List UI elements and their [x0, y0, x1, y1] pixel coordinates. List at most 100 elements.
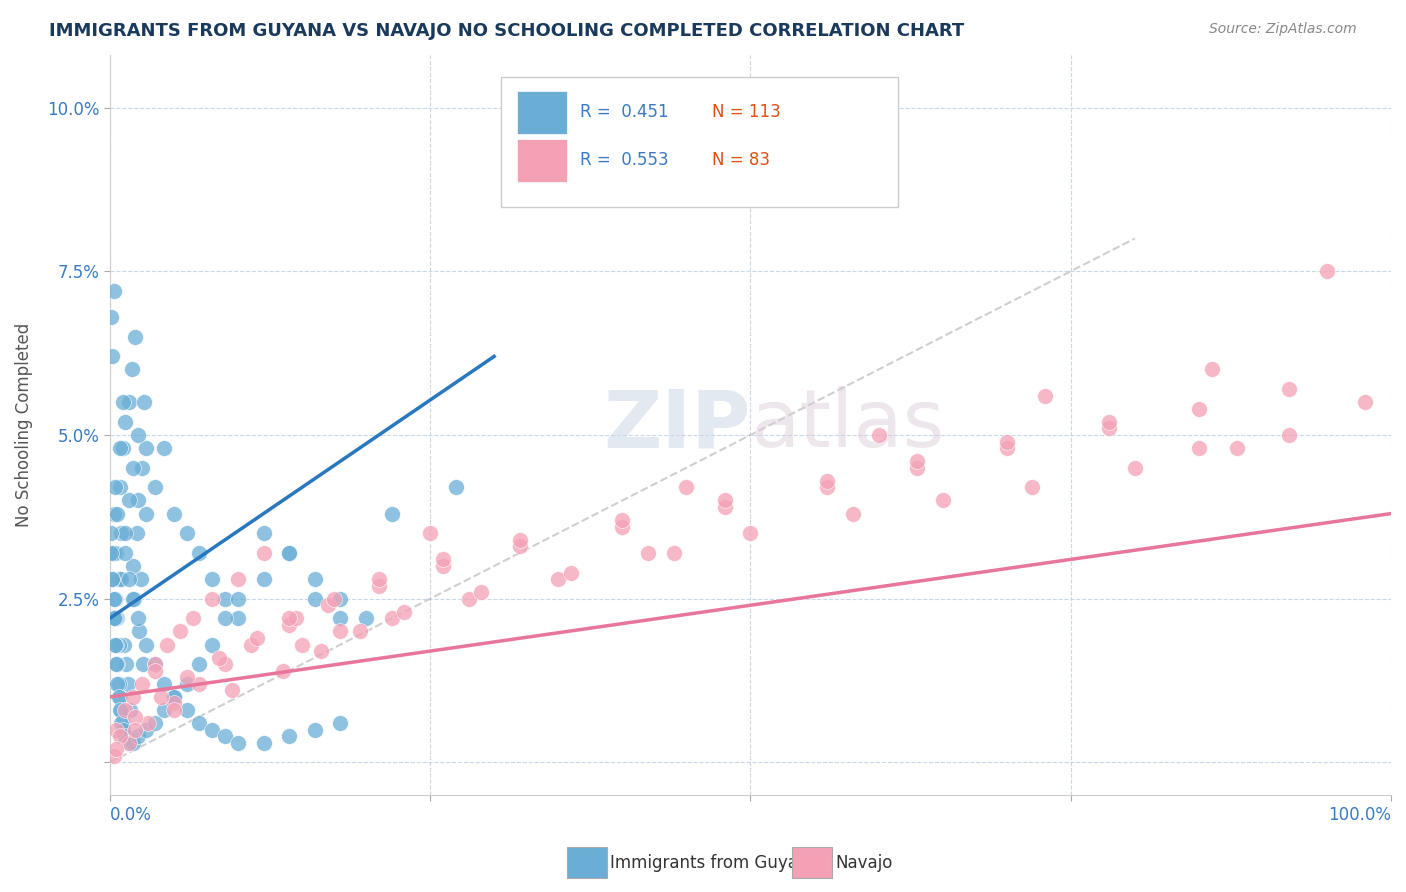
Point: [122, 591, 145, 606]
Point: [131, 460, 153, 475]
Point: [114, 546, 136, 560]
Point: [114, 703, 136, 717]
Point: [713, 500, 735, 514]
Point: [815, 474, 838, 488]
Point: [127, 729, 149, 743]
Point: [208, 650, 231, 665]
Point: [239, 638, 262, 652]
Point: [188, 546, 211, 560]
Point: [100, 546, 122, 560]
Point: [124, 723, 146, 737]
Point: [188, 716, 211, 731]
Point: [278, 546, 301, 560]
Point: [214, 591, 236, 606]
Point: [278, 729, 301, 743]
Point: [931, 493, 953, 508]
Point: [103, 284, 125, 298]
Point: [226, 736, 249, 750]
Point: [107, 677, 129, 691]
Point: [252, 526, 274, 541]
Point: [394, 605, 416, 619]
Point: [367, 579, 389, 593]
Point: [111, 441, 134, 455]
Text: Source: ZipAtlas.com: Source: ZipAtlas.com: [1209, 22, 1357, 37]
Point: [163, 507, 186, 521]
Point: [169, 624, 191, 639]
Point: [104, 591, 127, 606]
Point: [111, 723, 134, 737]
Point: [214, 611, 236, 625]
Text: N = 113: N = 113: [711, 103, 780, 121]
Point: [103, 611, 125, 625]
Text: Immigrants from Guyana: Immigrants from Guyana: [610, 854, 818, 871]
Point: [114, 526, 136, 541]
Point: [143, 657, 166, 672]
Text: R =  0.451: R = 0.451: [581, 103, 669, 121]
Point: [152, 703, 174, 717]
Point: [104, 480, 127, 494]
Point: [111, 395, 134, 409]
Point: [176, 670, 198, 684]
Point: [104, 611, 127, 625]
Point: [118, 395, 141, 409]
Point: [560, 566, 582, 580]
Point: [1188, 401, 1211, 416]
Point: [132, 657, 155, 672]
Point: [1033, 389, 1056, 403]
Point: [176, 526, 198, 541]
Point: [291, 638, 314, 652]
Point: [457, 591, 479, 606]
Point: [367, 572, 389, 586]
Point: [201, 638, 224, 652]
Point: [201, 591, 224, 606]
Point: [135, 507, 157, 521]
Point: [127, 428, 149, 442]
Point: [612, 519, 634, 533]
Point: [125, 526, 148, 541]
Point: [108, 480, 131, 494]
Point: [118, 736, 141, 750]
Point: [246, 631, 269, 645]
Point: [110, 703, 132, 717]
Point: [110, 716, 132, 731]
Point: [444, 480, 467, 494]
Point: [110, 526, 132, 541]
Point: [226, 611, 249, 625]
Point: [122, 460, 145, 475]
Point: [323, 591, 346, 606]
Point: [134, 395, 156, 409]
Point: [108, 690, 131, 704]
Point: [103, 591, 125, 606]
Point: [107, 677, 129, 691]
Point: [114, 415, 136, 429]
Point: [214, 729, 236, 743]
Point: [176, 677, 198, 691]
Point: [108, 703, 131, 717]
Point: [101, 572, 124, 586]
Point: [131, 677, 153, 691]
Point: [127, 493, 149, 508]
Point: [329, 624, 352, 639]
Point: [103, 507, 125, 521]
Point: [547, 572, 569, 586]
Point: [1098, 415, 1121, 429]
Point: [509, 539, 531, 553]
Y-axis label: No Schooling Completed: No Schooling Completed: [15, 323, 32, 527]
Point: [103, 748, 125, 763]
Point: [815, 480, 838, 494]
Point: [1277, 428, 1299, 442]
Point: [221, 683, 243, 698]
Point: [105, 638, 128, 652]
Point: [124, 709, 146, 723]
Point: [637, 546, 659, 560]
Point: [163, 703, 186, 717]
Point: [120, 703, 142, 717]
Point: [662, 546, 685, 560]
Point: [1226, 441, 1249, 455]
Point: [100, 526, 122, 541]
Point: [304, 591, 326, 606]
Text: 100.0%: 100.0%: [1329, 806, 1391, 824]
Point: [111, 716, 134, 731]
Point: [316, 599, 339, 613]
Point: [136, 716, 159, 731]
